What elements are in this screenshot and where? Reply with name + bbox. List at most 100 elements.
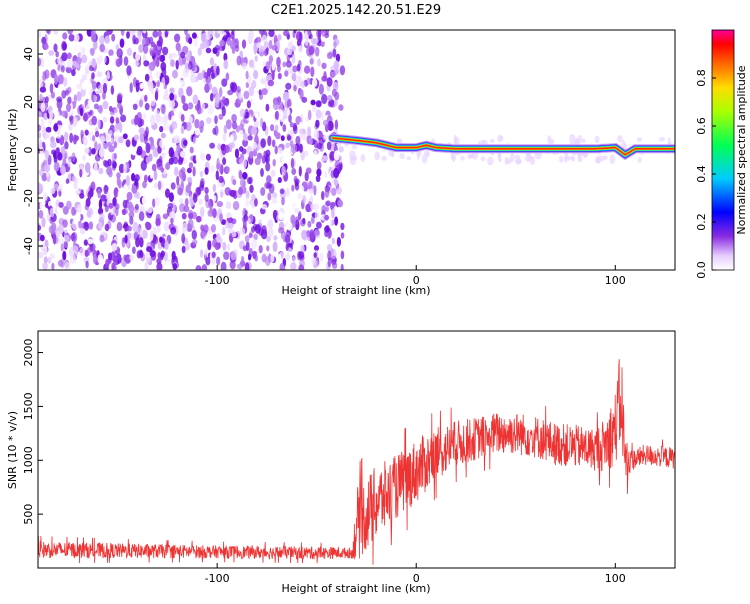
noise-cell bbox=[229, 39, 236, 50]
noise-cell bbox=[136, 227, 141, 235]
noise-cell bbox=[248, 232, 253, 239]
colorbar-tick-label: 0.4 bbox=[695, 165, 708, 183]
noise-cell bbox=[256, 42, 262, 49]
noise-cell bbox=[333, 150, 340, 161]
snr-y-ticks: 500 1000 1500 2000 bbox=[22, 339, 43, 525]
noise-cell bbox=[38, 251, 44, 259]
noise-cell bbox=[322, 155, 328, 162]
noise-cell bbox=[178, 79, 184, 86]
noise-cell bbox=[331, 248, 337, 260]
noise-cell bbox=[134, 134, 139, 141]
noise-cell bbox=[84, 129, 89, 136]
noise-cell bbox=[43, 192, 48, 201]
noise-cell bbox=[66, 103, 71, 113]
noise-cell bbox=[44, 149, 50, 160]
noise-cell bbox=[293, 124, 298, 135]
noise-cell bbox=[73, 134, 77, 145]
noise-cell bbox=[146, 258, 151, 264]
noise-cell bbox=[212, 239, 218, 248]
noise-cell bbox=[190, 199, 195, 206]
noise-cell bbox=[71, 206, 76, 216]
noise-cell bbox=[38, 57, 42, 67]
noise-cell bbox=[38, 30, 42, 38]
noise-cell bbox=[60, 243, 64, 252]
noise-cell bbox=[223, 251, 230, 260]
noise-cell bbox=[40, 234, 45, 242]
noise-cell bbox=[311, 78, 318, 88]
noise-cell bbox=[210, 92, 214, 102]
noise-cell bbox=[260, 168, 264, 177]
noise-cell bbox=[298, 143, 303, 153]
noise-cell bbox=[324, 188, 330, 198]
noise-cell bbox=[332, 81, 339, 91]
noise-cell bbox=[205, 257, 211, 266]
noise-cell bbox=[242, 219, 247, 230]
noise-cell bbox=[237, 69, 242, 79]
noise-cell bbox=[182, 67, 189, 78]
noise-cell bbox=[132, 34, 136, 45]
noise-cell bbox=[421, 154, 428, 164]
noise-cell bbox=[226, 212, 232, 219]
noise-cell bbox=[94, 48, 101, 58]
noise-cell bbox=[47, 30, 51, 35]
noise-cell bbox=[50, 187, 56, 195]
noise-cell bbox=[89, 109, 94, 117]
noise-cell bbox=[116, 48, 123, 58]
noise-cell bbox=[57, 74, 64, 85]
noise-cell bbox=[157, 225, 161, 233]
noise-cell bbox=[260, 117, 264, 128]
noise-cell bbox=[129, 254, 135, 261]
noise-cell bbox=[98, 148, 105, 158]
noise-cell bbox=[84, 162, 91, 173]
noise-cell bbox=[93, 216, 97, 223]
noise-cell bbox=[208, 30, 214, 39]
noise-cell bbox=[172, 263, 178, 270]
noise-cell bbox=[251, 194, 256, 201]
noise-cell bbox=[92, 253, 97, 264]
noise-cell bbox=[252, 141, 257, 150]
noise-cell bbox=[310, 99, 316, 106]
noise-cell bbox=[451, 154, 456, 162]
noise-cell bbox=[132, 77, 137, 88]
noise-cell bbox=[241, 62, 248, 70]
noise-cell bbox=[42, 71, 47, 81]
noise-cell bbox=[506, 158, 512, 164]
noise-cell bbox=[222, 157, 227, 166]
noise-cell bbox=[152, 198, 156, 208]
noise-cell bbox=[116, 92, 123, 101]
noise-cell bbox=[157, 30, 162, 38]
noise-cell bbox=[137, 30, 141, 37]
noise-cell bbox=[61, 110, 68, 118]
noise-cell bbox=[186, 86, 193, 97]
noise-cell bbox=[57, 83, 62, 91]
noise-cell bbox=[38, 124, 42, 132]
noise-cell bbox=[281, 165, 286, 176]
noise-cell bbox=[38, 202, 41, 210]
noise-cell bbox=[81, 54, 88, 64]
noise-cell bbox=[336, 186, 342, 195]
noise-cell bbox=[259, 103, 265, 111]
noise-cell bbox=[98, 167, 104, 175]
noise-cell bbox=[69, 255, 77, 264]
noise-cell bbox=[185, 121, 192, 132]
spectrogram-y-ticks: -40 -20 0 20 40 bbox=[22, 47, 43, 255]
noise-cell bbox=[183, 205, 190, 213]
noise-cell bbox=[185, 242, 190, 251]
noise-cell bbox=[243, 90, 250, 100]
noise-cell bbox=[126, 65, 132, 76]
noise-cell bbox=[291, 53, 296, 64]
noise-cell bbox=[285, 187, 290, 197]
noise-cell bbox=[91, 58, 97, 68]
noise-cell bbox=[161, 31, 165, 38]
noise-cell bbox=[180, 125, 185, 135]
noise-cell bbox=[311, 171, 317, 181]
noise-cell bbox=[43, 112, 48, 121]
noise-cell bbox=[90, 48, 95, 56]
noise-cell bbox=[42, 245, 48, 256]
noise-cell bbox=[54, 74, 59, 85]
noise-cell bbox=[305, 116, 309, 123]
noise-cell bbox=[254, 224, 261, 234]
noise-cell bbox=[240, 255, 245, 264]
noise-cell bbox=[264, 182, 271, 189]
noise-cell bbox=[180, 114, 185, 122]
